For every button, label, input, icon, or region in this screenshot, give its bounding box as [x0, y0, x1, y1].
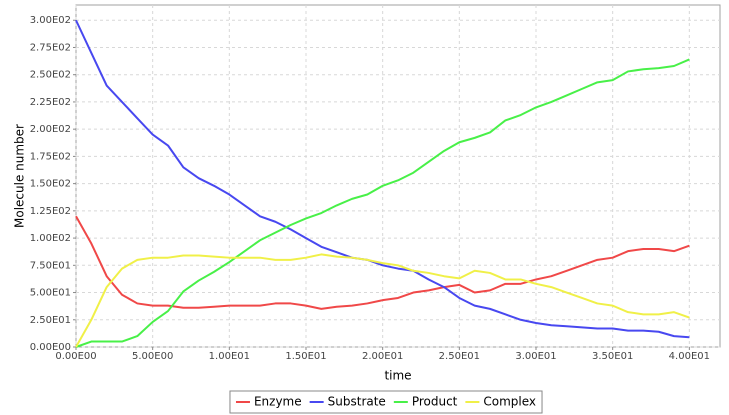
x-tick-label: 3.50E01: [592, 351, 633, 362]
y-tick-label: 2.50E01: [30, 315, 71, 326]
legend-text: Substrate: [328, 395, 386, 409]
x-tick-label: 0.00E00: [55, 351, 96, 362]
legend: Enzyme Substrate Product Complex: [229, 390, 543, 414]
x-tick-label: 2.00E01: [362, 351, 403, 362]
y-tick-label: 0.00E00: [30, 342, 71, 353]
y-tick-label: 2.50E02: [30, 70, 71, 81]
data-line: [75, 19, 690, 339]
x-axis-title: time: [384, 369, 411, 383]
y-tick-label: 2.00E02: [30, 124, 71, 135]
x-tick-label: 1.50E01: [285, 351, 326, 362]
y-tick-label: 1.25E02: [30, 206, 71, 217]
y-tick-label: 1.50E02: [30, 179, 71, 190]
x-tick-label: 2.50E01: [439, 351, 480, 362]
y-axis-title: Molecule number: [13, 124, 27, 228]
legend-text: Enzyme: [254, 395, 302, 409]
data-line: [75, 215, 690, 310]
y-tick-label: 2.25E02: [30, 97, 71, 108]
y-tick-label: 1.75E02: [30, 151, 71, 162]
data-line: [75, 253, 690, 348]
y-tick-label: 2.75E02: [30, 42, 71, 53]
y-tick-label: 1.00E02: [30, 233, 71, 244]
y-tick-label: 7.50E01: [30, 260, 71, 271]
legend-box: [229, 390, 543, 414]
x-tick-label: 4.00E01: [669, 351, 710, 362]
y-tick-label: 5.00E01: [30, 288, 71, 299]
legend-text: Product: [412, 395, 458, 409]
x-tick-label: 1.00E01: [209, 351, 250, 362]
x-tick-label: 3.00E01: [515, 351, 556, 362]
plot-area: [75, 4, 721, 348]
x-tick-label: 5.00E00: [132, 351, 173, 362]
y-tick-label: 3.00E02: [30, 15, 71, 26]
legend-text: Complex: [483, 395, 536, 409]
data-line: [75, 58, 690, 348]
